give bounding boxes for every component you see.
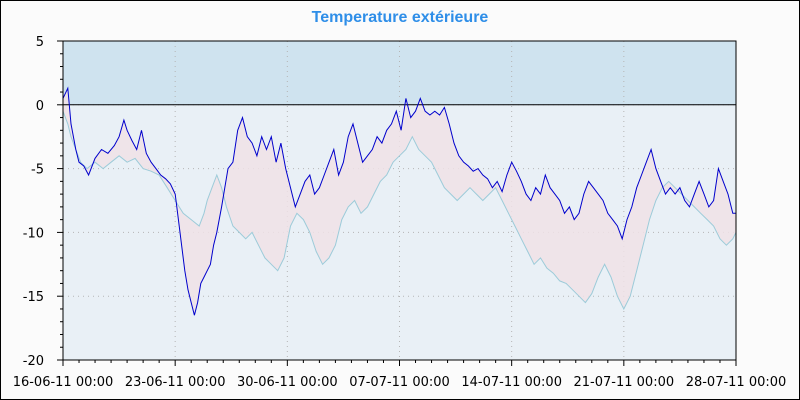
x-tick-label: 28-07-11 00:00 — [686, 375, 787, 390]
series-main-line — [63, 86, 736, 316]
x-axis: 16-06-11 00:00 23-06-11 00:00 30-06-11 00:… — [13, 360, 787, 390]
x-tick-label: 21-07-11 00:00 — [574, 375, 675, 390]
x-tick-label: 16-06-11 00:00 — [13, 375, 114, 390]
x-tick-label: 30-06-11 00:00 — [237, 375, 338, 390]
x-tick-label: 07-07-11 00:00 — [349, 375, 450, 390]
y-axis: 5 0 -5 -10 -15 -20 — [23, 35, 63, 369]
y-tick-label: -15 — [23, 290, 44, 305]
fill-between-series — [63, 88, 736, 316]
background-above-zero — [63, 41, 736, 105]
y-tick-label: 0 — [36, 99, 44, 114]
chart-title: Temperature extérieure — [311, 9, 489, 26]
y-tick-label: -20 — [23, 354, 44, 369]
y-tick-label: -10 — [23, 226, 44, 241]
series-secondary-line — [63, 111, 736, 311]
y-tick-label: 5 — [36, 35, 44, 50]
x-tick-label: 14-07-11 00:00 — [461, 375, 562, 390]
y-tick-label: -5 — [31, 163, 44, 178]
x-tick-label: 23-06-11 00:00 — [125, 375, 226, 390]
